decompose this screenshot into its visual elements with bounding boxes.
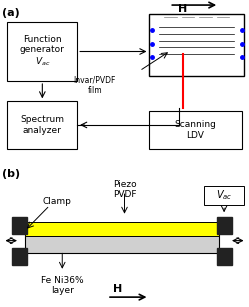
Bar (12, 217, 27, 234)
FancyBboxPatch shape (25, 228, 219, 253)
Text: Function
generator
$V_{ac}$: Function generator $V_{ac}$ (20, 35, 65, 68)
Text: Spectrum
analyzer: Spectrum analyzer (20, 115, 64, 135)
Text: Clamp: Clamp (43, 197, 72, 206)
FancyBboxPatch shape (149, 14, 244, 76)
Bar (217, 248, 232, 265)
Text: (b): (b) (2, 169, 21, 179)
FancyBboxPatch shape (7, 101, 77, 149)
Text: Fe Ni36%
layer: Fe Ni36% layer (41, 276, 84, 295)
FancyBboxPatch shape (204, 185, 244, 205)
FancyBboxPatch shape (25, 222, 219, 236)
Bar (12, 248, 27, 265)
FancyBboxPatch shape (7, 22, 77, 81)
FancyBboxPatch shape (149, 111, 242, 149)
Text: $\mathbf{H}$: $\mathbf{H}$ (112, 282, 122, 294)
Text: (a): (a) (2, 8, 20, 18)
Text: $\mathbf{H}$: $\mathbf{H}$ (177, 2, 187, 14)
Bar (217, 217, 232, 234)
Text: $V_{ac}$: $V_{ac}$ (216, 188, 232, 202)
Text: Invar/PVDF
film: Invar/PVDF film (73, 76, 116, 95)
Text: Piezo
PVDF: Piezo PVDF (113, 180, 136, 199)
Text: Scanning
LDV: Scanning LDV (175, 120, 216, 140)
